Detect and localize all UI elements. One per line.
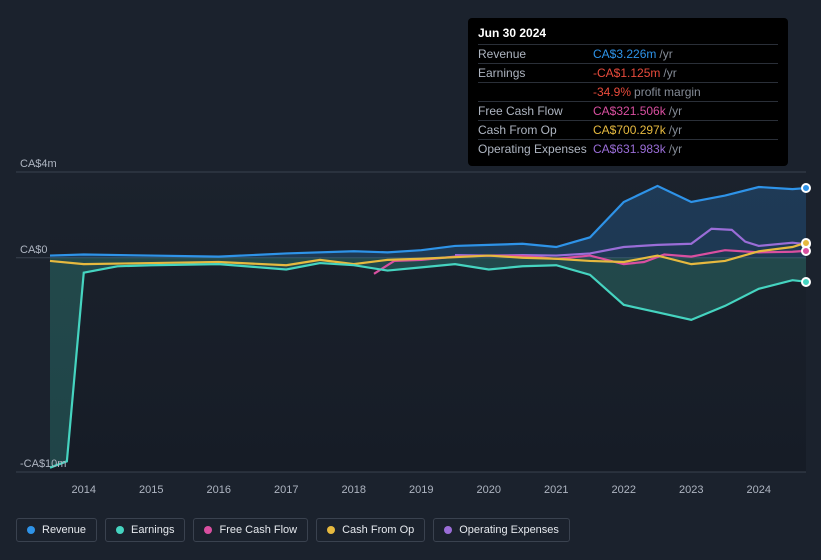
legend-item-label: Operating Expenses: [459, 524, 559, 536]
y-axis-label: -CA$10m: [20, 458, 66, 470]
chart-legend: Revenue Earnings Free Cash Flow Cash From O…: [16, 518, 570, 542]
y-axis-label: CA$4m: [20, 158, 57, 170]
tooltip-row: Operating ExpensesCA$631.983k/yr: [478, 139, 778, 158]
legend-item-label: Free Cash Flow: [219, 524, 297, 536]
tooltip-row-suffix: /yr: [669, 123, 682, 137]
series-end-marker: [801, 183, 811, 193]
tooltip-row-label: Cash From Op: [478, 123, 593, 137]
x-axis-label: 2021: [544, 484, 568, 496]
legend-dot-icon: [204, 526, 212, 534]
tooltip-row-label: Operating Expenses: [478, 142, 593, 156]
tooltip-row-value: CA$631.983k: [593, 142, 666, 156]
tooltip-row: Cash From OpCA$700.297k/yr: [478, 120, 778, 139]
tooltip-date: Jun 30 2024: [478, 26, 778, 40]
tooltip-row-label: [478, 85, 593, 99]
tooltip-row-suffix: /yr: [669, 104, 682, 118]
tooltip-row: -34.9%profit margin: [478, 82, 778, 101]
x-axis-label: 2014: [72, 484, 96, 496]
tooltip-row-value: -CA$1.125m: [593, 66, 660, 80]
series-end-marker: [801, 277, 811, 287]
tooltip-row-label: Free Cash Flow: [478, 104, 593, 118]
tooltip-row-label: Earnings: [478, 66, 593, 80]
chart-tooltip: Jun 30 2024 RevenueCA$3.226m/yrEarnings-…: [468, 18, 788, 166]
legend-item-label: Earnings: [131, 524, 174, 536]
x-axis-label: 2020: [477, 484, 501, 496]
y-axis-label: CA$0: [20, 244, 48, 256]
tooltip-row-value: CA$321.506k: [593, 104, 666, 118]
x-axis-label: 2022: [612, 484, 636, 496]
tooltip-row-suffix: /yr: [669, 142, 682, 156]
legend-item-label: Revenue: [42, 524, 86, 536]
x-axis-label: 2018: [342, 484, 366, 496]
tooltip-row-value: -34.9%: [593, 85, 631, 99]
legend-dot-icon: [444, 526, 452, 534]
tooltip-row: Free Cash FlowCA$321.506k/yr: [478, 101, 778, 120]
tooltip-row-value: CA$700.297k: [593, 123, 666, 137]
tooltip-row-value: CA$3.226m: [593, 47, 656, 61]
tooltip-row-suffix: /yr: [659, 47, 672, 61]
tooltip-row: RevenueCA$3.226m/yr: [478, 44, 778, 63]
legend-dot-icon: [116, 526, 124, 534]
chart-svg: [16, 160, 806, 480]
legend-item-revenue[interactable]: Revenue: [16, 518, 97, 542]
x-axis-label: 2015: [139, 484, 163, 496]
x-axis-label: 2023: [679, 484, 703, 496]
tooltip-row-label: Revenue: [478, 47, 593, 61]
legend-item-earnings[interactable]: Earnings: [105, 518, 185, 542]
legend-dot-icon: [27, 526, 35, 534]
x-axis-label: 2024: [747, 484, 771, 496]
tooltip-row-suffix: profit margin: [634, 85, 701, 99]
legend-item-free-cash-flow[interactable]: Free Cash Flow: [193, 518, 308, 542]
tooltip-row: Earnings-CA$1.125m/yr: [478, 63, 778, 82]
x-axis-label: 2017: [274, 484, 298, 496]
legend-dot-icon: [327, 526, 335, 534]
legend-item-operating-expenses[interactable]: Operating Expenses: [433, 518, 570, 542]
financials-chart[interactable]: CA$4m CA$0 -CA$10m: [16, 160, 806, 480]
legend-item-label: Cash From Op: [342, 524, 414, 536]
series-end-marker: [801, 238, 811, 248]
x-axis-label: 2016: [207, 484, 231, 496]
x-axis-label: 2019: [409, 484, 433, 496]
legend-item-cash-from-op[interactable]: Cash From Op: [316, 518, 425, 542]
tooltip-row-suffix: /yr: [663, 66, 676, 80]
